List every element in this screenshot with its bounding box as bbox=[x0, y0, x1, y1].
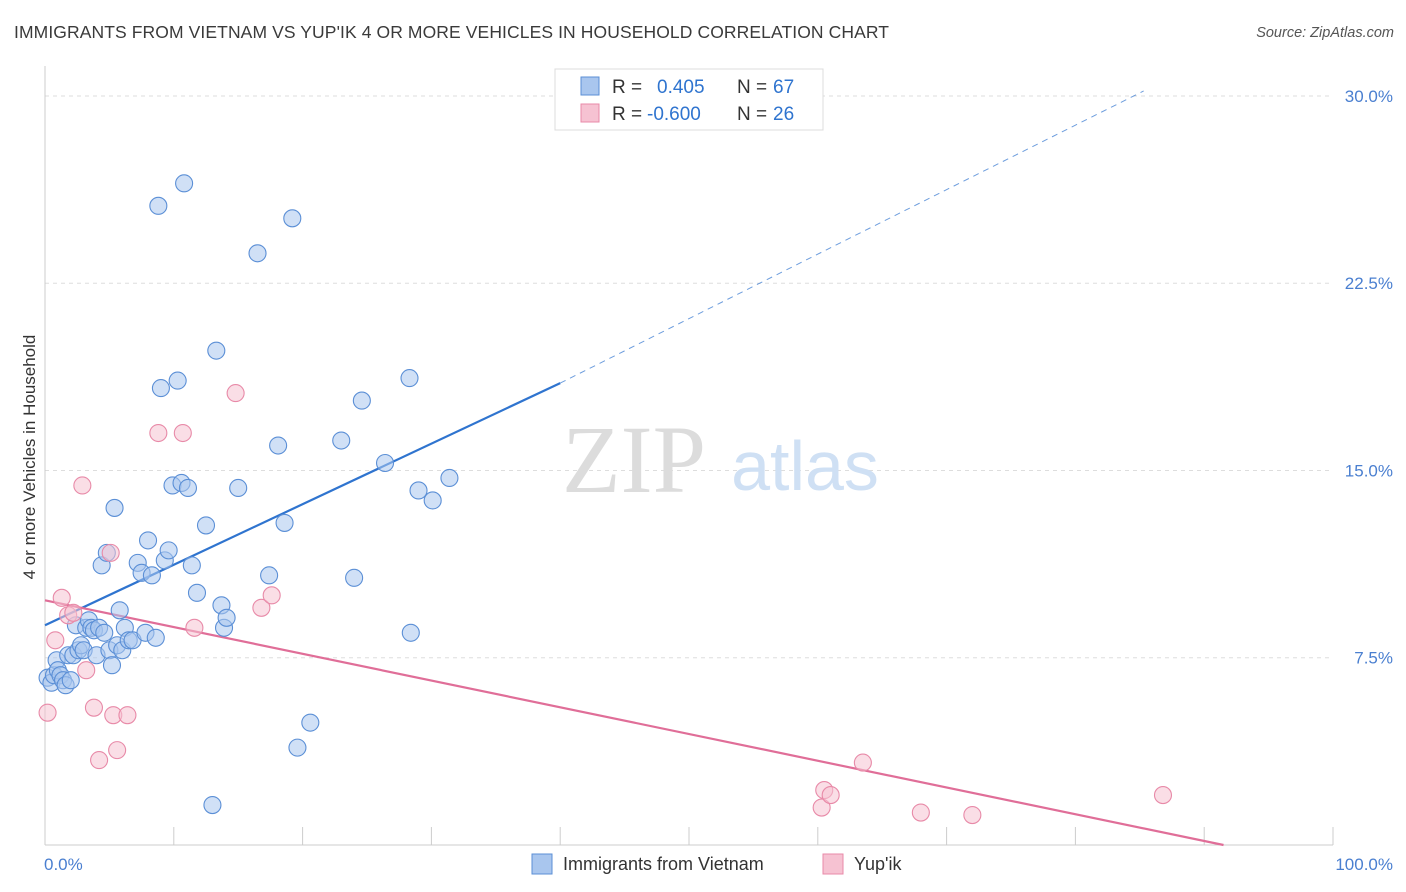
yupik-point-23 bbox=[911, 803, 930, 822]
watermark-zip: ZIP bbox=[562, 406, 706, 513]
vietnam-point-52 bbox=[207, 341, 226, 360]
vietnam-point-48 bbox=[182, 556, 201, 575]
vietnam-point-60 bbox=[275, 513, 294, 532]
vietnam-point-58 bbox=[260, 566, 279, 585]
vietnam-point-49 bbox=[187, 583, 207, 602]
y-tick-label-3: 30.0% bbox=[1345, 87, 1393, 106]
vietnam-point-25 bbox=[102, 656, 122, 675]
yupik-point-9 bbox=[101, 543, 120, 562]
vietnam-point-56 bbox=[229, 478, 248, 498]
vietnam-point-64 bbox=[332, 431, 351, 450]
yupik-point-12 bbox=[118, 706, 137, 725]
vietnam-point-63 bbox=[301, 713, 320, 732]
yupik-point-17 bbox=[252, 598, 271, 617]
vietnam-point-61 bbox=[283, 209, 302, 228]
vietnam-point-68 bbox=[400, 369, 419, 388]
legend-n-label-1: N = bbox=[737, 77, 767, 98]
legend-r-value-1: 0.405 bbox=[657, 77, 705, 98]
legend-swatch-pink bbox=[580, 103, 600, 123]
yupik-point-1 bbox=[46, 631, 65, 650]
yupik-point-18 bbox=[262, 586, 281, 605]
vietnam-point-65 bbox=[345, 568, 364, 587]
yupik-point-2 bbox=[52, 588, 71, 607]
yupik-point-8 bbox=[90, 751, 109, 770]
yupik-point-13 bbox=[149, 423, 168, 443]
yupik-point-4 bbox=[64, 603, 83, 622]
vietnam-point-67 bbox=[375, 453, 395, 473]
vietnam-point-55 bbox=[217, 608, 236, 627]
vietnam-point-44 bbox=[168, 371, 187, 390]
yupik-trend-line bbox=[44, 599, 1224, 847]
legend-n-label-2: N = bbox=[737, 104, 767, 125]
yupik-point-16 bbox=[226, 384, 245, 403]
vietnam-point-57 bbox=[248, 244, 267, 263]
yupik-point-7 bbox=[84, 698, 103, 717]
vietnam-point-66 bbox=[352, 391, 371, 410]
x-tick-label-0: 0.0% bbox=[44, 855, 83, 874]
vietnam-point-62 bbox=[288, 738, 307, 757]
legend-r-label-1: R = bbox=[612, 77, 642, 98]
vietnam-point-72 bbox=[440, 468, 459, 488]
yupik-point-6 bbox=[77, 661, 96, 680]
legend-r-value-2: -0.600 bbox=[647, 104, 701, 125]
vietnam-point-46 bbox=[175, 174, 194, 193]
series-legend-label-yupik: Yup'ik bbox=[854, 854, 902, 874]
stats-legend: R = 0.405 N = 67 R = -0.600 N = 26 bbox=[554, 68, 824, 131]
data-points bbox=[38, 174, 1173, 825]
y-tick-label-0: 7.5% bbox=[1354, 649, 1393, 668]
source-label: Source: ZipAtlas.com bbox=[1256, 25, 1394, 41]
vietnam-point-37 bbox=[142, 566, 161, 585]
yupik-point-5 bbox=[73, 476, 92, 495]
vietnam-point-28 bbox=[110, 601, 129, 620]
watermark: ZIP atlas bbox=[562, 406, 879, 513]
vietnam-point-36 bbox=[138, 531, 158, 550]
series-legend-swatch-vietnam bbox=[531, 853, 553, 875]
vietnam-point-26 bbox=[105, 498, 124, 517]
gridlines bbox=[45, 95, 1333, 659]
yupik-point-25 bbox=[1153, 786, 1173, 805]
vietnam-point-71 bbox=[423, 491, 442, 510]
vietnam-point-69 bbox=[401, 623, 420, 642]
chart-title: IMMIGRANTS FROM VIETNAM VS YUP'IK 4 OR M… bbox=[14, 22, 890, 42]
vietnam-point-39 bbox=[149, 196, 168, 215]
yupik-point-0 bbox=[38, 703, 57, 722]
yupik-point-24 bbox=[963, 805, 982, 825]
vietnam-point-42 bbox=[159, 541, 178, 560]
series-legend: Immigrants from Vietnam Yup'ik bbox=[531, 853, 902, 875]
y-axis-title: 4 or more Vehicles in Household bbox=[20, 335, 39, 580]
legend-n-value-2: 26 bbox=[773, 104, 794, 125]
yupik-point-11 bbox=[108, 741, 127, 760]
vietnam-point-70 bbox=[409, 481, 428, 500]
vietnam-point-50 bbox=[196, 516, 216, 535]
vietnam-trend-line bbox=[44, 382, 561, 627]
x-tick-labels: 0.0% 100.0% bbox=[44, 855, 1393, 874]
yupik-point-15 bbox=[185, 618, 204, 637]
y-tick-labels: 7.5% 15.0% 22.5% 30.0% bbox=[1345, 87, 1393, 668]
x-tick-label-1: 100.0% bbox=[1335, 855, 1393, 874]
yupik-point-22 bbox=[853, 753, 872, 772]
watermark-atlas: atlas bbox=[731, 427, 879, 505]
trend-lines bbox=[44, 90, 1224, 847]
series-legend-swatch-yupik bbox=[822, 853, 844, 875]
vietnam-point-47 bbox=[178, 478, 198, 498]
vietnam-point-51 bbox=[203, 796, 222, 815]
yupik-point-21 bbox=[821, 786, 840, 805]
vietnam-point-9 bbox=[61, 671, 80, 690]
series-legend-label-vietnam: Immigrants from Vietnam bbox=[563, 854, 764, 874]
yupik-point-19 bbox=[812, 798, 831, 817]
legend-swatch-blue bbox=[580, 76, 600, 96]
vietnam-point-22 bbox=[95, 623, 114, 642]
y-tick-label-1: 15.0% bbox=[1345, 461, 1393, 480]
yupik-point-14 bbox=[173, 423, 192, 443]
vietnam-point-38 bbox=[146, 628, 165, 647]
vietnam-trend-line-extension bbox=[559, 90, 1144, 384]
y-tick-label-2: 22.5% bbox=[1345, 274, 1393, 293]
vietnam-point-59 bbox=[269, 436, 288, 455]
legend-r-label-2: R = bbox=[612, 104, 642, 125]
vietnam-point-40 bbox=[151, 379, 170, 398]
legend-n-value-1: 67 bbox=[773, 77, 794, 98]
